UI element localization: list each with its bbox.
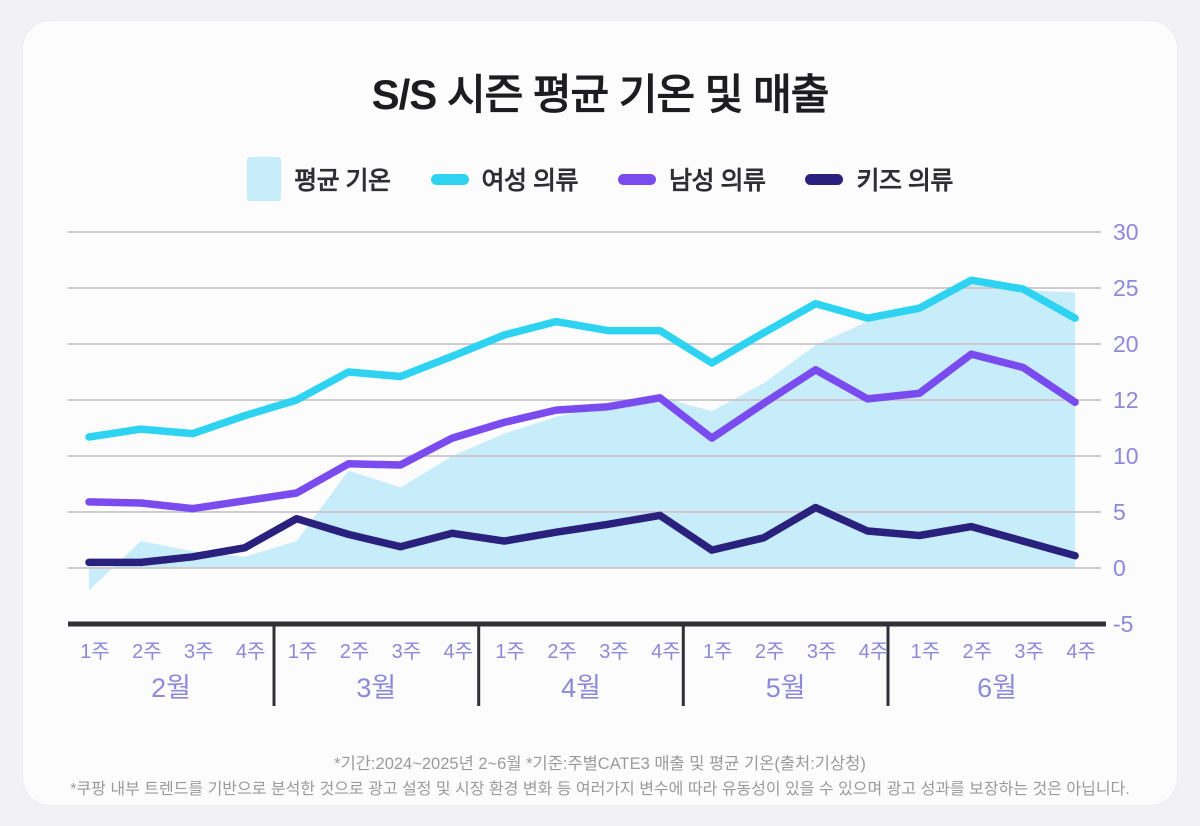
- legend-label: 남성 의류: [669, 167, 766, 195]
- legend: 평균 기온 여성 의류 남성 의류 키즈 의류: [23, 155, 1177, 203]
- week-label: 2주: [754, 641, 785, 663]
- week-label: 4주: [1066, 641, 1096, 663]
- y-axis-tick: 30: [1113, 219, 1139, 245]
- chart-title: S/S 시즌 평균 기온 및 매출: [371, 71, 830, 118]
- footnote-source: *기간:2024~2025년 2~6월 *기준:주별CATE3 매출 및 평균 …: [334, 755, 866, 773]
- legend-swatch-area: [247, 157, 282, 201]
- week-label: 3주: [599, 641, 629, 663]
- y-axis-tick: 5: [1113, 499, 1126, 525]
- footnotes: *기간:2024~2025년 2~6월 *기준:주별CATE3 매출 및 평균 …: [23, 751, 1177, 803]
- week-label: 1주: [910, 641, 941, 663]
- week-label: 3주: [1014, 641, 1044, 663]
- week-label: 3주: [184, 641, 214, 663]
- month-label: 5월: [765, 673, 806, 703]
- y-axis-tick: 25: [1113, 275, 1139, 301]
- month-label: 6월: [977, 673, 1017, 703]
- legend-item-3: 키즈 의류: [805, 161, 953, 197]
- legend-swatch-line: [618, 173, 656, 185]
- legend-item-0: 평균 기온: [247, 157, 391, 201]
- week-label: 4주: [858, 641, 889, 663]
- footnote-disclaimer: *쿠팡 내부 트렌드를 기반으로 분석한 것으로 광고 설정 및 시장 환경 변…: [70, 781, 1130, 798]
- series-line-2: [85, 503, 1079, 567]
- legend-swatch-line: [805, 173, 844, 185]
- y-axis-tick: -5: [1113, 611, 1134, 637]
- legend-item-2: 남성 의류: [618, 161, 766, 197]
- week-label: 2주: [339, 641, 370, 663]
- week-label: 1주: [703, 641, 733, 663]
- month-label: 3월: [356, 673, 397, 703]
- week-label: 1주: [287, 641, 318, 663]
- week-label: 1주: [80, 641, 110, 663]
- legend-swatch-line: [430, 173, 469, 185]
- week-label: 3주: [391, 641, 422, 663]
- month-label: 4월: [561, 673, 601, 703]
- week-label: 3주: [806, 641, 837, 663]
- week-label: 4주: [651, 641, 681, 663]
- week-label: 4주: [443, 641, 474, 663]
- y-axis-tick: 10: [1113, 443, 1139, 469]
- legend-label: 여성 의류: [481, 167, 579, 195]
- month-label: 2월: [151, 673, 191, 703]
- week-label: 2주: [547, 641, 577, 663]
- y-axis-tick: 0: [1113, 555, 1126, 581]
- week-label: 4주: [235, 641, 266, 663]
- series-line-1: [85, 350, 1079, 513]
- chart-card: S/S 시즌 평균 기온 및 매출 평균 기온 여성 의류 남성 의류 키즈 의류 3…: [22, 20, 1178, 806]
- legend-item-1: 여성 의류: [430, 161, 579, 197]
- plot-svg: [68, 231, 1106, 706]
- legend-label: 키즈 의류: [856, 167, 953, 195]
- legend-label: 평균 기온: [294, 167, 391, 195]
- week-label: 2주: [962, 641, 993, 663]
- series-area-avg-temp: [89, 284, 1076, 591]
- series-line-0: [85, 276, 1079, 441]
- week-label: 2주: [132, 641, 162, 663]
- y-axis-tick: 12: [1113, 387, 1139, 413]
- y-axis-tick: 20: [1113, 331, 1139, 357]
- week-label: 1주: [495, 641, 525, 663]
- chart-plot-area: 30 25 20 12 10 5 0 -5 1주 2주 3주 4주 1주 2주 3주 4주 1주 2주 3주 4주 1…: [23, 21, 1179, 807]
